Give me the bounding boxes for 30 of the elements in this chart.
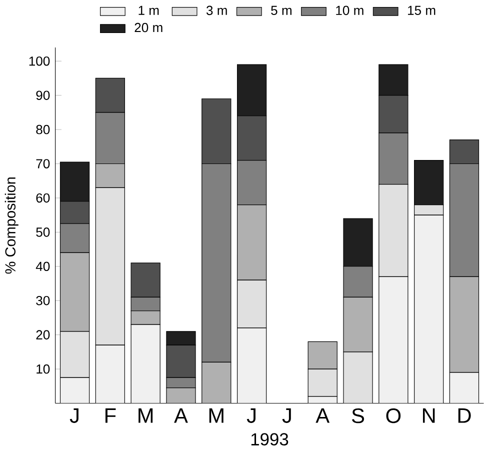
x-tick-label: M [209,408,224,423]
legend-label: 3 m [206,6,227,15]
x-tick-label: S [352,408,364,424]
x-tick-label: J [282,408,291,423]
x-axis-title: 1993 [251,433,288,446]
x-tick-label: F [105,408,116,423]
y-tick-label: 40 [36,262,50,271]
legend-label: 5 m [271,6,292,15]
y-tick-label: 30 [36,296,50,306]
y-tick-label: 100 [29,56,50,66]
x-tick-label: N [422,408,435,423]
x-tick-label: J [70,408,78,423]
y-axis-title: % Composition [4,177,18,274]
x-tick-label: A [316,408,330,423]
y-tick-label: 10 [36,364,50,374]
x-tick-label: J [246,408,256,423]
y-tick-label: 50 [36,227,50,237]
x-tick-label: D [458,408,471,423]
x-tick-label: O [386,408,401,424]
legend-label: 1 m [138,6,159,15]
x-tick-label: M [138,408,153,423]
x-tick-label: A [174,408,188,423]
legend-label: 15 m [408,6,436,15]
y-tick-label: 60 [36,193,50,202]
y-tick-label: 70 [36,158,50,168]
legend-label: 20 m [134,22,162,32]
y-tick-label: 20 [36,330,50,340]
y-tick-label: 80 [36,124,50,134]
legend-label: 10 m [336,6,364,15]
y-tick-label: 90 [36,90,50,100]
